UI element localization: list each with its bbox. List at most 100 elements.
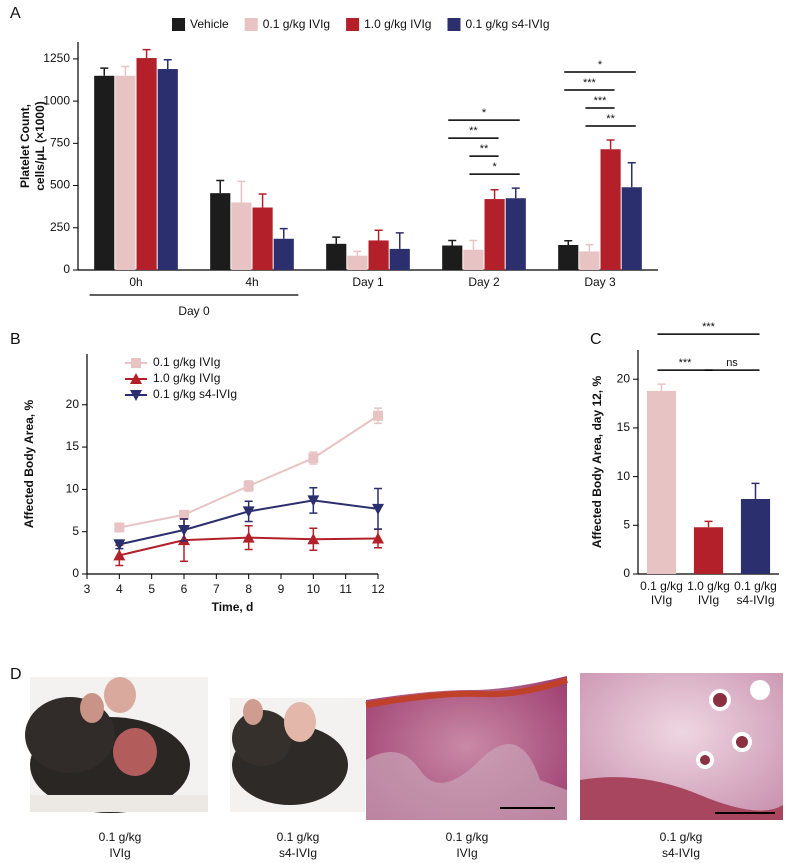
y-tick-label: 10 — [66, 482, 80, 496]
significance-label: * — [482, 107, 487, 119]
bar — [463, 249, 484, 270]
bar — [252, 207, 273, 270]
x-tick-label: IVIg — [698, 593, 719, 607]
image-caption: 0.1 g/kg — [277, 830, 320, 844]
y-tick-label: 1250 — [43, 51, 70, 65]
image-caption: 0.1 g/kg — [99, 830, 142, 844]
photo-mouse-s4-ivig — [230, 698, 365, 812]
x-tick-label: 4h — [245, 275, 258, 289]
marker — [307, 533, 320, 545]
marker — [131, 358, 141, 368]
x-tick-label: s4-IVIg — [736, 593, 774, 607]
photo-histology-s4-ivig — [580, 673, 783, 820]
legend-label: 1.0 g/kg IVIg — [153, 371, 220, 385]
y-tick-label: 0 — [63, 262, 70, 276]
x-tick-label: IVIg — [651, 593, 672, 607]
significance-label: *** — [702, 321, 716, 333]
error-bar — [237, 180, 246, 203]
x-tick-label: Day 2 — [468, 275, 500, 289]
x-tick-label: 11 — [339, 582, 352, 596]
x-axis-label: Time, d — [212, 600, 254, 614]
bar — [347, 255, 368, 270]
image-caption: IVIg — [109, 846, 130, 860]
significance-label: ** — [469, 125, 478, 137]
legend-swatch — [172, 18, 185, 31]
y-tick-label: 20 — [66, 397, 80, 411]
bar — [505, 198, 526, 270]
y-axis-label: cells/μL (×1000) — [33, 101, 47, 191]
y-tick-label: 10 — [617, 469, 631, 483]
error-bar — [704, 520, 713, 528]
bar — [273, 238, 294, 270]
image-caption: IVIg — [456, 846, 477, 860]
error-bar — [258, 193, 267, 208]
error-bar — [100, 67, 109, 76]
y-tick-label: 0 — [72, 566, 79, 580]
legend-label: 0.1 g/kg IVIg — [153, 355, 220, 369]
y-axis-label: Affected Body Area, day 12, % — [590, 376, 604, 549]
panel-label: A — [10, 5, 21, 22]
x-tick-label: 8 — [245, 582, 252, 596]
legend-label: 0.1 g/kg IVIg — [263, 17, 330, 31]
bar — [600, 149, 621, 270]
marker — [113, 539, 126, 551]
y-tick-label: 20 — [617, 371, 631, 385]
panel-label: D — [10, 666, 22, 683]
legend-label: 1.0 g/kg IVIg — [364, 17, 431, 31]
error-bar — [448, 239, 457, 246]
x-tick-label: 0.1 g/kg — [734, 579, 777, 593]
bar — [368, 240, 389, 270]
y-axis-label: Affected Body Area, % — [22, 400, 36, 529]
significance-label: * — [492, 161, 497, 173]
legend-label: 0.1 g/kg s4-IVIg — [153, 387, 237, 401]
y-tick-label: 1000 — [43, 93, 70, 107]
error-bar — [490, 189, 499, 200]
image-caption: s4-IVIg — [662, 846, 700, 860]
y-tick-label: 5 — [623, 517, 630, 531]
y-tick-label: 250 — [50, 220, 70, 234]
bar — [558, 245, 579, 270]
error-bar — [606, 139, 615, 150]
image-caption: s4-IVIg — [279, 846, 317, 860]
x-tick-label: 12 — [371, 582, 385, 596]
marker — [130, 373, 142, 384]
error-bar — [332, 236, 341, 244]
marker — [178, 525, 190, 536]
x-tick-label: Day 1 — [352, 275, 384, 289]
x-tick-label: Day 3 — [584, 275, 616, 289]
significance-label: ns — [726, 357, 738, 369]
error-bar — [585, 243, 594, 252]
bar — [115, 75, 136, 271]
bar — [442, 245, 463, 270]
bar — [94, 75, 115, 271]
x-tick-label: 7 — [213, 582, 220, 596]
bar — [646, 390, 677, 574]
y-tick-label: 500 — [50, 178, 70, 192]
significance-label: * — [598, 59, 603, 71]
x-tick-label: 3 — [84, 582, 91, 596]
marker — [372, 532, 384, 544]
photo-histology-ivig — [365, 673, 568, 820]
significance-label: *** — [583, 77, 597, 89]
marker — [308, 453, 319, 464]
error-bar — [395, 232, 404, 249]
error-bar — [751, 482, 760, 500]
bar — [326, 243, 347, 270]
x-tick-label: 6 — [181, 582, 188, 596]
error-bar — [374, 229, 383, 241]
photo-mouse-ivig — [25, 677, 208, 813]
x-tick-label: 4 — [116, 582, 123, 596]
x-tick-label: 5 — [148, 582, 155, 596]
error-bar — [469, 239, 478, 250]
error-bar — [657, 383, 666, 391]
x-tick-label: 1.0 g/kg — [687, 579, 730, 593]
error-bar — [216, 179, 225, 194]
legend-label: 0.1 g/kg s4-IVIg — [465, 17, 549, 31]
image-caption: 0.1 g/kg — [446, 830, 489, 844]
x-tick-label: 9 — [278, 582, 285, 596]
x-tick-label: 0h — [129, 275, 142, 289]
bar — [484, 199, 505, 270]
marker — [242, 506, 255, 518]
